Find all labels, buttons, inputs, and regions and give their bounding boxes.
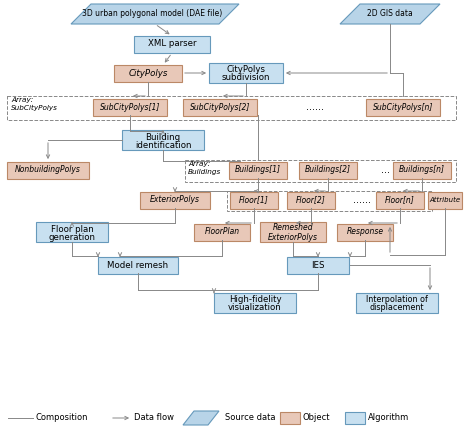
Text: ......: ...... [353, 195, 371, 205]
Text: Building: Building [146, 133, 180, 142]
Bar [134, 36, 210, 52]
Bar [337, 224, 393, 241]
Text: SubCityPolys[1]: SubCityPolys[1] [100, 103, 160, 112]
Text: Floor[2]: Floor[2] [296, 196, 326, 205]
Bar [345, 412, 365, 424]
Text: Buildings[2]: Buildings[2] [305, 166, 351, 175]
Bar [98, 257, 178, 274]
Text: XML parser: XML parser [148, 39, 196, 48]
Text: displacement: displacement [370, 303, 424, 312]
Bar [356, 293, 438, 313]
Text: visualization: visualization [228, 303, 282, 312]
Text: Response: Response [346, 227, 384, 236]
Polygon shape [183, 411, 219, 425]
Bar [183, 99, 257, 115]
Text: 2D GIS data: 2D GIS data [367, 9, 413, 18]
Bar [140, 191, 210, 208]
Bar [214, 293, 296, 313]
Bar [7, 161, 89, 178]
Text: 3D urban polygonal model (DAE file): 3D urban polygonal model (DAE file) [82, 9, 222, 18]
Bar [185, 160, 456, 182]
Bar [287, 257, 349, 274]
Bar [114, 64, 182, 82]
Bar [299, 161, 357, 178]
Text: CityPolys: CityPolys [128, 69, 168, 78]
Bar [93, 99, 167, 115]
Text: Remeshed: Remeshed [272, 224, 313, 233]
Text: Source data: Source data [225, 414, 275, 423]
Text: generation: generation [48, 233, 95, 242]
Bar [7, 96, 456, 120]
Text: FloorPlan: FloorPlan [205, 227, 239, 236]
Text: SubCityPolys: SubCityPolys [11, 105, 58, 111]
Bar [287, 191, 335, 208]
Polygon shape [71, 4, 239, 24]
Bar [230, 191, 278, 208]
Bar [36, 222, 108, 242]
Text: ...: ... [380, 165, 390, 175]
Text: Array:: Array: [11, 97, 33, 103]
Text: Floor[1]: Floor[1] [239, 196, 269, 205]
Text: Array:: Array: [188, 161, 210, 167]
Text: Buildings[1]: Buildings[1] [235, 166, 281, 175]
Bar [393, 161, 451, 178]
Text: Interpolation of: Interpolation of [366, 296, 428, 305]
Bar [428, 191, 462, 208]
Text: Attribute: Attribute [430, 197, 460, 203]
Text: ExteriorPolys: ExteriorPolys [268, 233, 318, 242]
Polygon shape [340, 4, 440, 24]
Text: Buildings: Buildings [188, 169, 221, 175]
Text: SubCityPolys[2]: SubCityPolys[2] [190, 103, 250, 112]
Bar [209, 63, 283, 83]
Text: Floor[n]: Floor[n] [385, 196, 415, 205]
Text: IES: IES [311, 260, 325, 269]
Bar [194, 224, 250, 241]
Bar [376, 191, 424, 208]
Text: identification: identification [135, 141, 191, 149]
Text: CityPolys: CityPolys [226, 66, 266, 75]
Bar [260, 222, 326, 242]
Text: Data flow: Data flow [134, 414, 174, 423]
Text: Composition: Composition [35, 414, 87, 423]
Text: SubCityPolys[n]: SubCityPolys[n] [373, 103, 433, 112]
Bar [227, 191, 432, 211]
Text: Algorithm: Algorithm [368, 414, 409, 423]
Text: ......: ...... [306, 102, 324, 112]
Text: ExteriorPolys: ExteriorPolys [150, 196, 200, 205]
Text: Floor plan: Floor plan [51, 224, 93, 233]
Text: NonbuildingPolys: NonbuildingPolys [15, 166, 81, 175]
Text: High-fidelity: High-fidelity [229, 296, 281, 305]
Text: subdivision: subdivision [222, 73, 270, 82]
Bar [280, 412, 300, 424]
Text: Model remesh: Model remesh [107, 260, 168, 269]
Bar [366, 99, 440, 115]
Text: Buildings[n]: Buildings[n] [399, 166, 445, 175]
Text: Object: Object [302, 414, 330, 423]
Bar [122, 130, 204, 150]
Bar [229, 161, 287, 178]
